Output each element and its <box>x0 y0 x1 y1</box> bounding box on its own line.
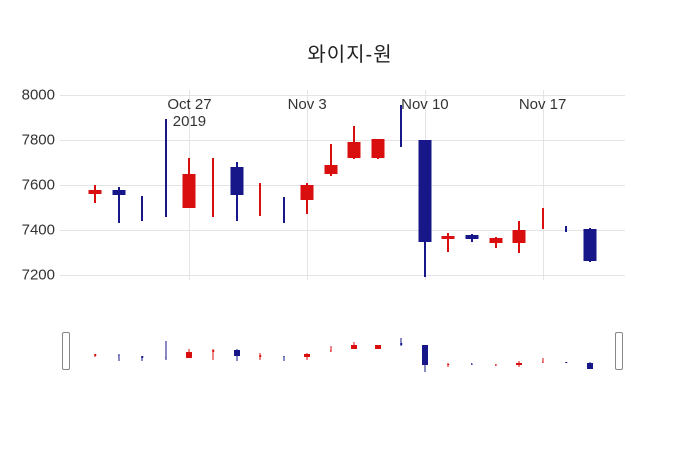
horizontal-gridline <box>60 185 625 186</box>
candle-body[interactable] <box>259 195 261 197</box>
mini-candle-body <box>495 364 497 366</box>
mini-candle-body <box>304 354 310 357</box>
y-axis-tick-label: 7600 <box>5 177 55 194</box>
x-axis-tick-label: Nov 17 <box>519 96 567 113</box>
y-axis-tick-label: 7200 <box>5 267 55 284</box>
mini-candle-body <box>565 362 567 364</box>
mini-candle-body <box>283 356 285 358</box>
y-axis-tick-label: 7800 <box>5 131 55 148</box>
y-axis-tick-label: 8000 <box>5 86 55 103</box>
candle-body[interactable] <box>212 170 214 172</box>
mini-candle-body <box>351 345 357 348</box>
mini-candle-body <box>259 355 261 357</box>
candle-wick[interactable] <box>400 105 402 147</box>
candle-wick[interactable] <box>94 185 96 203</box>
vertical-gridline <box>543 90 544 280</box>
x-axis-tick-label: Nov 10 <box>401 96 449 113</box>
mini-candle-body <box>212 350 214 352</box>
mini-candle-body <box>587 363 593 369</box>
x-axis-tick-label: Nov 3 <box>288 96 327 113</box>
mini-candle-body <box>234 350 240 356</box>
chart-title: 와이지-원 <box>0 38 700 67</box>
mini-candle-wick <box>401 338 402 346</box>
candle-wick[interactable] <box>165 119 167 216</box>
candle-body[interactable] <box>348 142 361 158</box>
candle-body[interactable] <box>418 140 431 242</box>
candle-body[interactable] <box>230 167 243 195</box>
candle-body[interactable] <box>489 238 502 243</box>
candle-body[interactable] <box>565 228 567 230</box>
y-axis-tick-label: 7400 <box>5 222 55 239</box>
candle-body[interactable] <box>371 139 384 158</box>
horizontal-gridline <box>60 275 625 276</box>
mini-candle-body <box>516 363 522 365</box>
mini-candle-body <box>448 364 450 366</box>
candle-wick[interactable] <box>283 197 285 223</box>
mini-candle-body <box>375 345 381 349</box>
candle-body[interactable] <box>324 165 337 174</box>
candle-wick[interactable] <box>212 158 214 217</box>
x-axis-tick-label: Oct 27 2019 <box>167 96 211 130</box>
mini-candle-body <box>330 350 332 352</box>
candle-body[interactable] <box>583 229 596 261</box>
mini-candle-body <box>95 354 97 356</box>
mini-candle-body <box>118 355 120 357</box>
mini-candle-body <box>401 343 403 345</box>
candle-body[interactable] <box>183 174 196 208</box>
candle-body[interactable] <box>442 236 455 239</box>
candlestick-chart-window: 와이지-원 8000 7800 7600 7400 7200 Oct 27 2019 Nov … <box>0 0 700 450</box>
range-slider-right-handle[interactable] <box>615 332 623 370</box>
candle-wick[interactable] <box>259 183 261 216</box>
mini-candle-body <box>186 352 192 359</box>
candle-body[interactable] <box>283 197 285 199</box>
candle-body[interactable] <box>542 225 544 227</box>
horizontal-gridline <box>60 230 625 231</box>
horizontal-gridline <box>60 140 625 141</box>
range-slider-left-handle[interactable] <box>62 332 70 370</box>
range-overview-area[interactable] <box>60 330 625 380</box>
candle-body[interactable] <box>301 185 314 200</box>
candle-body[interactable] <box>465 235 478 240</box>
candle-body[interactable] <box>400 135 402 137</box>
mini-candle-body <box>142 356 144 358</box>
candle-body[interactable] <box>165 203 167 205</box>
mini-candle-body <box>165 357 167 359</box>
mini-candle-body <box>471 363 473 365</box>
candle-body[interactable] <box>89 190 102 195</box>
candle-body[interactable] <box>513 230 526 242</box>
main-plot-area: 8000 7800 7600 7400 7200 Oct 27 2019 Nov 3 Nov 1… <box>60 90 625 280</box>
mini-candle-body <box>422 345 428 365</box>
mini-candle-body <box>542 361 544 363</box>
candle-body[interactable] <box>141 200 143 202</box>
candle-body[interactable] <box>112 190 125 196</box>
